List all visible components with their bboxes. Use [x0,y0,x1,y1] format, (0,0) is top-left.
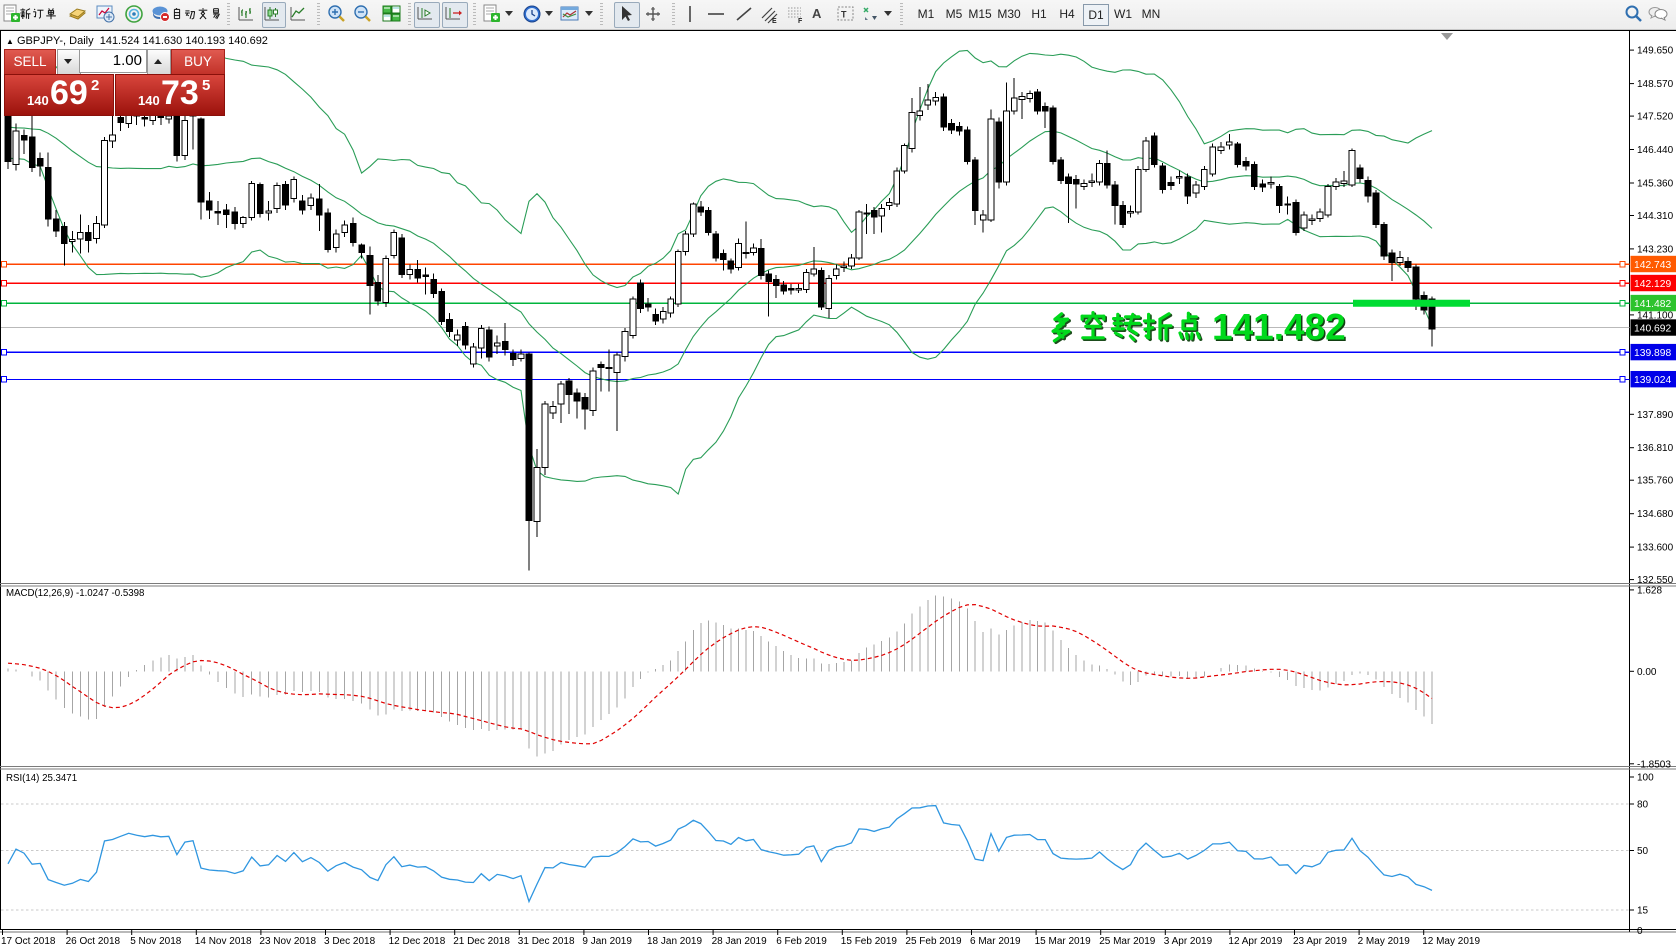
svg-text:145.360: 145.360 [1637,178,1674,189]
svg-text:23 Nov 2018: 23 Nov 2018 [259,936,316,947]
svg-text:23 Apr 2019: 23 Apr 2019 [1293,936,1347,947]
svg-text:50: 50 [1637,846,1649,857]
svg-text:142.129: 142.129 [1634,279,1671,290]
svg-text:28 Jan 2019: 28 Jan 2019 [712,936,767,947]
svg-text:25 Feb 2019: 25 Feb 2019 [905,936,962,947]
svg-text:25 Mar 2019: 25 Mar 2019 [1099,936,1156,947]
svg-text:146.440: 146.440 [1637,145,1674,156]
svg-text:143.230: 143.230 [1637,244,1674,255]
svg-text:9 Jan 2019: 9 Jan 2019 [582,936,632,947]
svg-text:135.760: 135.760 [1637,476,1674,487]
svg-text:1.628: 1.628 [1637,585,1662,596]
svg-text:141.100: 141.100 [1637,310,1674,321]
svg-text:15: 15 [1637,906,1649,917]
svg-text:137.890: 137.890 [1637,410,1674,421]
svg-text:21 Dec 2018: 21 Dec 2018 [453,936,510,947]
svg-text:T: T [841,10,847,20]
svg-text:31 Dec 2018: 31 Dec 2018 [518,936,575,947]
svg-text:140.692: 140.692 [1634,323,1671,334]
svg-text:142.743: 142.743 [1634,260,1671,271]
svg-text:134.680: 134.680 [1637,509,1674,520]
svg-text:14 Nov 2018: 14 Nov 2018 [195,936,252,947]
svg-text:139.024: 139.024 [1634,375,1671,386]
svg-text:5 Nov 2018: 5 Nov 2018 [130,936,182,947]
svg-text:141.482: 141.482 [1212,307,1346,348]
svg-text:-1.8503: -1.8503 [1637,759,1671,770]
svg-text:MACD(12,26,9) -1.0247 -0.5398: MACD(12,26,9) -1.0247 -0.5398 [6,588,144,599]
svg-text:12 May 2019: 12 May 2019 [1422,936,1480,947]
svg-text:100: 100 [1637,773,1654,784]
svg-text:F: F [798,18,803,24]
svg-text:80: 80 [1637,800,1649,811]
svg-text:E: E [772,18,777,24]
svg-text:0: 0 [1637,926,1643,937]
svg-text:15 Mar 2019: 15 Mar 2019 [1035,936,1092,947]
svg-text:12 Apr 2019: 12 Apr 2019 [1228,936,1282,947]
svg-text:147.520: 147.520 [1637,112,1674,123]
svg-text:149.650: 149.650 [1637,46,1674,57]
svg-text:6 Mar 2019: 6 Mar 2019 [970,936,1021,947]
svg-text:3 Dec 2018: 3 Dec 2018 [324,936,376,947]
svg-text:139.898: 139.898 [1634,348,1671,359]
svg-text:144.310: 144.310 [1637,211,1674,222]
svg-text:141.482: 141.482 [1214,308,1348,349]
svg-text:26 Oct 2018: 26 Oct 2018 [66,936,121,947]
svg-text:2 May 2019: 2 May 2019 [1358,936,1411,947]
svg-text:15 Feb 2019: 15 Feb 2019 [841,936,898,947]
svg-text:136.810: 136.810 [1637,443,1674,454]
svg-text:132.550: 132.550 [1637,575,1674,586]
svg-text:6 Feb 2019: 6 Feb 2019 [776,936,827,947]
svg-text:133.600: 133.600 [1637,543,1674,554]
svg-text:148.570: 148.570 [1637,79,1674,90]
svg-text:3 Apr 2019: 3 Apr 2019 [1164,936,1213,947]
svg-text:RSI(14) 25.3471: RSI(14) 25.3471 [6,773,77,784]
svg-text:141.482: 141.482 [1634,299,1671,310]
svg-text:12 Dec 2018: 12 Dec 2018 [389,936,446,947]
svg-text:17 Oct 2018: 17 Oct 2018 [1,936,56,947]
svg-text:0.00: 0.00 [1637,667,1657,678]
svg-text:18 Jan 2019: 18 Jan 2019 [647,936,702,947]
